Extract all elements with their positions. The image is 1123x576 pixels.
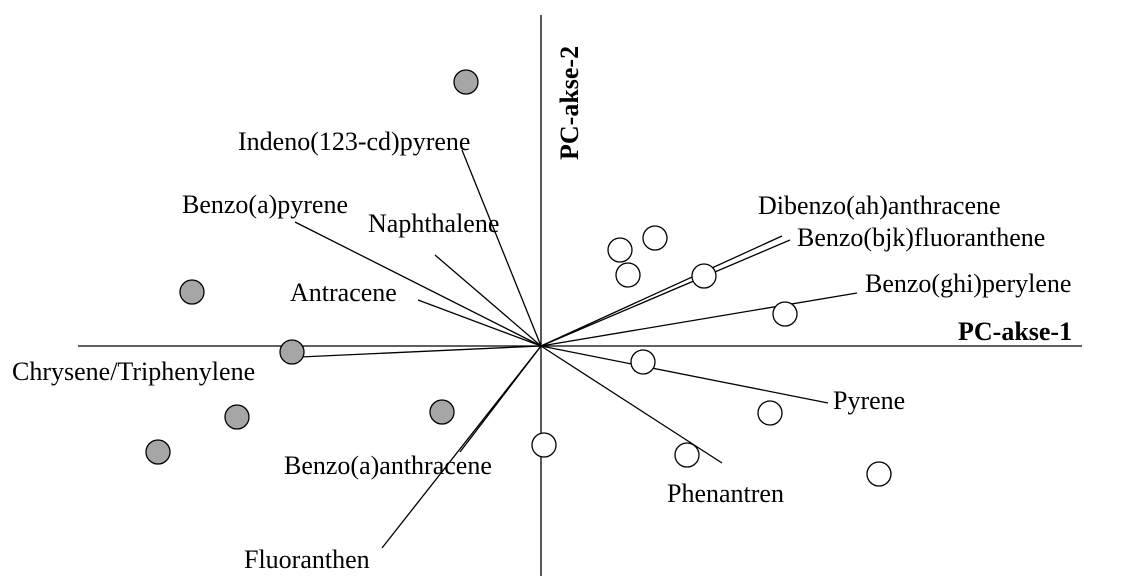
- score-point: [615, 262, 641, 288]
- variable-label: Fluoranthen: [244, 545, 370, 574]
- score-point: [531, 432, 557, 458]
- score-point: [279, 339, 305, 365]
- loading-line: [381, 345, 542, 549]
- score-point: [224, 404, 250, 430]
- variable-label: Benzo(a)anthracene: [284, 451, 492, 480]
- score-point: [630, 349, 656, 375]
- score-point: [607, 237, 633, 263]
- scores: [145, 69, 892, 487]
- score-point: [642, 225, 668, 251]
- loading-line: [540, 292, 858, 347]
- variable-label: Indeno(123-cd)pyrene: [238, 127, 470, 156]
- score-point: [429, 399, 455, 425]
- score-point: [674, 442, 700, 468]
- y-axis-label: PC-akse-2: [555, 46, 584, 160]
- score-point: [145, 439, 171, 465]
- variable-label: Benzo(a)pyrene: [182, 190, 348, 219]
- score-point: [772, 301, 798, 327]
- variable-label: Naphthalene: [368, 209, 499, 238]
- x-axis-label: PC-akse-1: [958, 317, 1072, 346]
- loadings: [294, 149, 858, 549]
- variable-label: Phenantren: [667, 479, 784, 508]
- score-point: [866, 461, 892, 487]
- loading-line: [540, 345, 829, 404]
- score-point: [179, 279, 205, 305]
- score-point: [453, 69, 479, 95]
- loading-line: [540, 239, 791, 347]
- score-point: [691, 263, 717, 289]
- variable-label: Benzo(bjk)fluoranthene: [797, 223, 1045, 252]
- loading-line: [294, 221, 542, 347]
- loading-line: [434, 254, 542, 347]
- loading-line: [540, 235, 783, 347]
- variable-label: Antracene: [290, 278, 397, 307]
- variable-label: Chrysene/Triphenylene: [12, 357, 255, 386]
- variable-label: Pyrene: [833, 386, 905, 415]
- variable-label: Dibenzo(ah)anthracene: [758, 191, 1001, 220]
- score-point: [757, 400, 783, 426]
- loading-line: [417, 299, 542, 347]
- variable-labels: Indeno(123-cd)pyrene Benzo(a)pyrene Naph…: [12, 127, 1071, 574]
- loading-line: [299, 345, 542, 358]
- variable-label: Benzo(ghi)perylene: [865, 269, 1071, 298]
- loading-line: [461, 149, 542, 347]
